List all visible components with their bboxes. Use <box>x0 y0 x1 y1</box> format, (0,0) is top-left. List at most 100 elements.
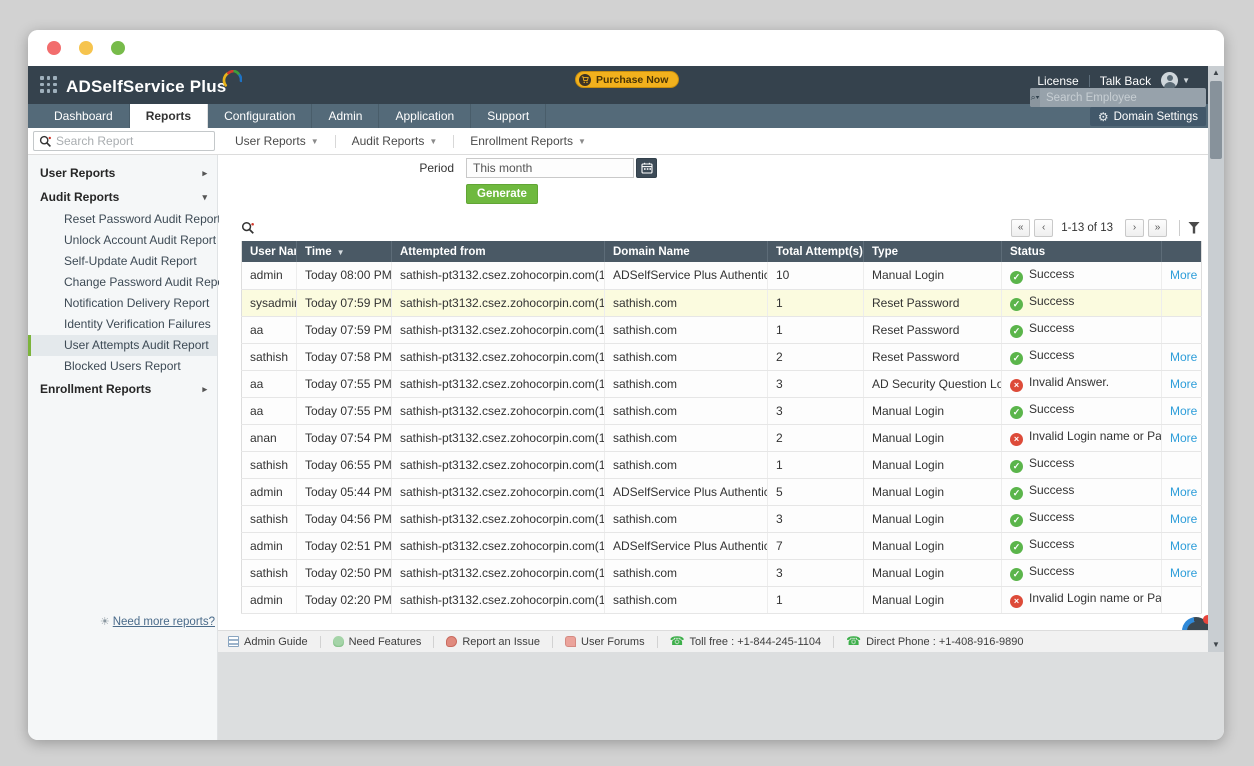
success-icon: ✓ <box>1010 298 1023 311</box>
more-link[interactable]: More <box>1170 511 1198 526</box>
audit-table-wrap: User Name Time ▼ Attempted from Domain Name T… <box>241 241 1202 614</box>
period-input[interactable] <box>466 158 634 178</box>
sun-icon: ☀ <box>99 616 110 628</box>
apps-grid-icon[interactable] <box>40 76 57 93</box>
column-header-type[interactable]: Type <box>863 241 1002 262</box>
need-more-reports-link[interactable]: Need more reports? <box>112 616 215 628</box>
more-link[interactable]: More <box>1170 484 1198 499</box>
cell-domain: ADSelfService Plus Authentication <box>604 532 768 560</box>
next-page-button[interactable]: › <box>1125 218 1144 237</box>
generate-button[interactable]: Generate <box>466 184 538 204</box>
tab-configuration[interactable]: Configuration <box>208 104 313 128</box>
sidebar-item-identity-verification-failures[interactable]: Identity Verification Failures <box>64 317 211 331</box>
cell-more: More <box>1161 262 1202 290</box>
report-search-input[interactable] <box>56 134 214 148</box>
footer-links: Admin Guide Need Features Report an Issue U… <box>218 630 1208 652</box>
cell-time: Today 08:00 PM <box>296 262 392 290</box>
vertical-scrollbar[interactable]: ▲ ▼ <box>1208 66 1224 652</box>
table-search-icon[interactable] <box>241 221 255 235</box>
cell-domain: sathish.com <box>604 586 768 614</box>
more-link[interactable]: More <box>1170 430 1198 445</box>
more-link[interactable]: More <box>1170 565 1198 580</box>
cell-more: More <box>1161 370 1202 398</box>
tab-admin[interactable]: Admin <box>312 104 380 128</box>
menu-label: User Reports <box>235 134 306 148</box>
cell-more <box>1161 289 1202 317</box>
success-icon: ✓ <box>1010 514 1023 527</box>
sort-desc-icon[interactable]: ▼ <box>336 247 345 257</box>
more-link[interactable]: More <box>1170 376 1198 391</box>
sidebar-item-user-attempts-audit-report[interactable]: User Attempts Audit Report <box>28 335 217 356</box>
table-row: sathish Today 02:50 PM sathish-pt3132.csez… <box>241 559 1202 587</box>
sidebar-item-notification-delivery-report[interactable]: Notification Delivery Report <box>64 296 210 310</box>
report-menus: User Reports ▼ Audit Reports ▼ Enrollment Re… <box>231 134 590 148</box>
menu-audit-reports[interactable]: Audit Reports ▼ <box>348 134 442 148</box>
search-icon[interactable]: ⌕▾ <box>1030 88 1040 107</box>
chevron-down-icon[interactable]: ▼ <box>1182 76 1190 85</box>
menu-label: Enrollment Reports <box>470 134 573 148</box>
talk-back-link[interactable]: Talk Back <box>1099 73 1152 88</box>
footer-link-toll-free[interactable]: ☎ Toll free : +1-844-245-1104 <box>670 635 822 648</box>
cell-time: Today 07:55 PM <box>296 370 392 398</box>
cell-status: ✓ Success <box>1001 343 1162 371</box>
column-header-time[interactable]: Time ▼ <box>296 241 392 262</box>
column-header-total-attempt-s[interactable]: Total Attempt(s) <box>767 241 864 262</box>
column-header-more[interactable] <box>1161 241 1202 262</box>
scroll-down-arrow-icon[interactable]: ▼ <box>1212 640 1220 649</box>
calendar-icon[interactable] <box>636 158 657 178</box>
tab-application[interactable]: Application <box>379 104 472 128</box>
cart-icon <box>579 73 591 86</box>
scrollbar-thumb[interactable] <box>1210 81 1222 159</box>
sidebar-item-change-password-audit-report[interactable]: Change Password Audit Report <box>64 275 232 289</box>
cell-domain: sathish.com <box>604 559 768 587</box>
tab-reports[interactable]: Reports <box>129 104 209 128</box>
footer-link-report-an-issue[interactable]: Report an Issue <box>446 636 540 648</box>
sidebar-group-enrollment-reports[interactable]: Enrollment Reports ▸ <box>28 377 217 401</box>
prev-page-button[interactable]: ‹ <box>1034 218 1054 237</box>
sidebar-group-user-reports[interactable]: User Reports ▸ <box>28 161 217 185</box>
user-avatar-icon[interactable] <box>1161 72 1179 89</box>
tab-support[interactable]: Support <box>471 104 547 128</box>
tab-dashboard[interactable]: Dashboard <box>38 104 130 128</box>
column-header-domain-name[interactable]: Domain Name <box>604 241 768 262</box>
last-page-button[interactable]: » <box>1148 218 1167 237</box>
cell-status: ✓ Success <box>1001 532 1162 560</box>
success-icon: ✓ <box>1010 406 1023 419</box>
chevron-right-icon: ▸ <box>202 168 207 178</box>
zoom-window-button[interactable] <box>111 41 125 55</box>
first-page-button[interactable]: « <box>1011 218 1031 237</box>
sidebar-group-audit-reports[interactable]: Audit Reports ▾ <box>28 185 217 209</box>
more-link[interactable]: More <box>1170 268 1198 283</box>
scroll-up-arrow-icon[interactable]: ▲ <box>1212 68 1220 77</box>
gear-icon: ⚙ <box>1097 109 1109 124</box>
filter-icon[interactable] <box>1188 221 1200 234</box>
employee-search-input[interactable] <box>1040 91 1206 104</box>
column-header-attempted-from[interactable]: Attempted from <box>391 241 605 262</box>
sidebar-item-self-update-audit-report[interactable]: Self-Update Audit Report <box>64 254 197 268</box>
domain-settings-button[interactable]: ⚙ Domain Settings <box>1089 107 1206 126</box>
purchase-now-button[interactable]: Purchase Now <box>575 71 680 88</box>
sidebar-item-blocked-users-report[interactable]: Blocked Users Report <box>64 359 181 373</box>
menu-user-reports[interactable]: User Reports ▼ <box>231 134 323 148</box>
more-link[interactable]: More <box>1170 538 1198 553</box>
column-header-status[interactable]: Status <box>1001 241 1162 262</box>
footer-link-need-features[interactable]: Need Features <box>332 636 421 648</box>
more-link[interactable]: More <box>1170 403 1198 418</box>
more-link[interactable]: More <box>1170 349 1198 364</box>
menu-enrollment-reports[interactable]: Enrollment Reports ▼ <box>466 134 590 148</box>
footer-link-user-forums[interactable]: User Forums <box>565 636 645 648</box>
license-link[interactable]: License <box>1037 73 1079 88</box>
cell-from: sathish-pt3132.csez.zohocorpin.com(10.59… <box>391 316 605 344</box>
sidebar-item-unlock-account-audit-report[interactable]: Unlock Account Audit Report <box>64 233 217 247</box>
cell-user: admin <box>241 586 297 614</box>
footer-link-direct-phone[interactable]: ☎ Direct Phone : +1-408-916-9890 <box>846 635 1023 648</box>
pagination-range: 1-13 of 13 <box>1061 221 1113 234</box>
sidebar-item-reset-password-audit-report[interactable]: Reset Password Audit Report <box>64 212 221 226</box>
minimize-window-button[interactable] <box>79 41 93 55</box>
cell-type: Reset Password <box>863 316 1002 344</box>
table-row: aa Today 07:55 PM sathish-pt3132.csez.zoho… <box>241 397 1202 425</box>
column-header-user-name[interactable]: User Name <box>241 241 297 262</box>
close-window-button[interactable] <box>47 41 61 55</box>
footer-link-admin-guide[interactable]: Admin Guide <box>228 636 308 648</box>
cell-from: sathish-pt3132.csez.zohocorpin.com(10.59… <box>391 424 605 452</box>
